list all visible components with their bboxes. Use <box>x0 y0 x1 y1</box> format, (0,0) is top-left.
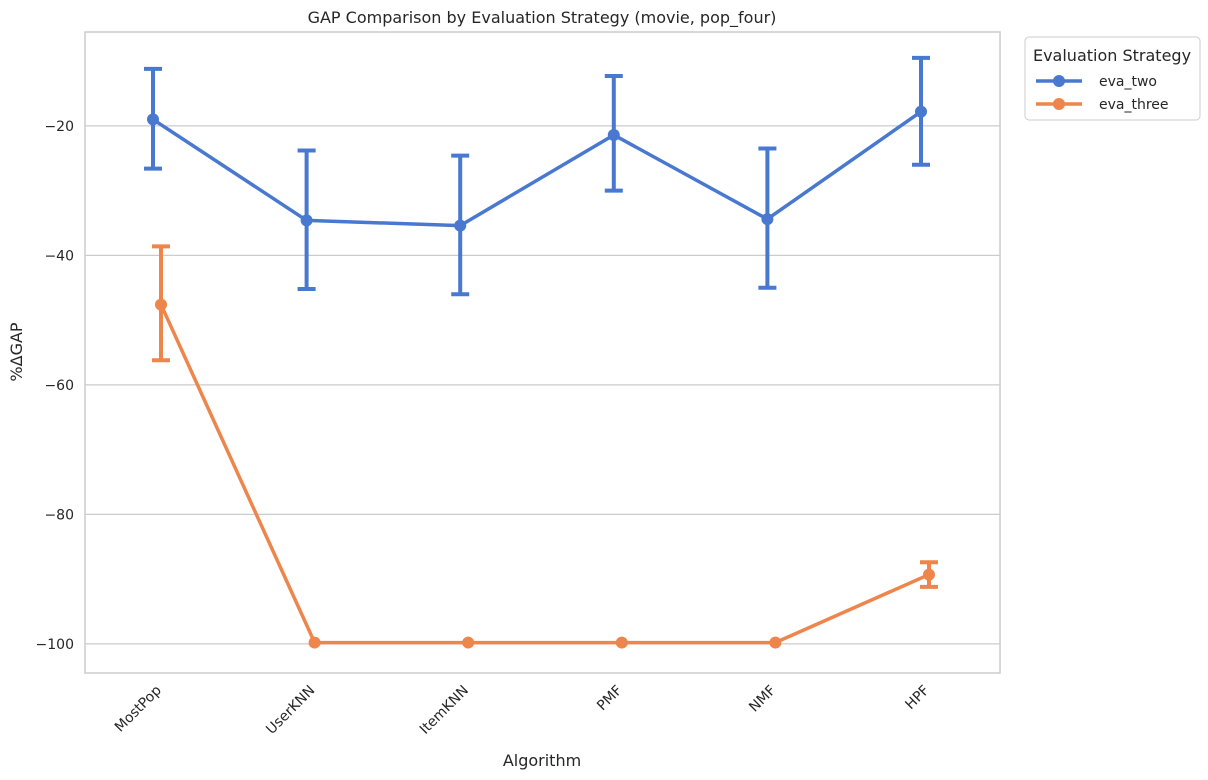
legend-label-eva_three: eva_three <box>1099 97 1169 113</box>
series-line <box>159 303 930 645</box>
y-tick-label: −20 <box>44 119 74 135</box>
y-axis-ticks: −20 −40 −60 −80 −100 <box>36 119 74 653</box>
x-tick-label: HPF <box>902 683 932 713</box>
y-tick-label: −100 <box>36 637 74 653</box>
legend-marker-eva_three <box>1053 98 1065 110</box>
legend-label-eva_two: eva_two <box>1099 74 1157 90</box>
data-point <box>915 105 927 118</box>
legend-items: eva_two eva_three <box>1036 74 1169 113</box>
series-layer <box>144 55 938 649</box>
data-point <box>615 636 628 649</box>
x-axis-label: Algorithm <box>503 751 581 770</box>
series-line <box>152 110 923 228</box>
x-tick-label: NMF <box>746 683 779 716</box>
data-point <box>147 113 159 126</box>
data-point <box>454 219 467 232</box>
data-point <box>769 636 782 649</box>
y-tick-label: −60 <box>44 378 74 394</box>
series-eva_three <box>152 244 938 649</box>
series-eva_two <box>144 55 930 297</box>
x-axis-ticks: MostPop UserKNN ItemKNN PMF NMF HPF <box>112 682 933 737</box>
y-tick-label: −80 <box>44 507 74 523</box>
gridlines <box>85 125 1000 645</box>
legend: Evaluation Strategy eva_two eva_three <box>1024 36 1201 121</box>
data-point <box>300 214 313 227</box>
data-point <box>923 568 935 581</box>
data-point <box>308 636 321 649</box>
x-tick-label: PMF <box>594 683 626 715</box>
data-point <box>462 636 475 649</box>
y-axis-label: %ΔGAP <box>7 322 26 381</box>
legend-marker-eva_two <box>1053 75 1065 87</box>
data-point <box>761 213 774 226</box>
data-point <box>155 298 167 311</box>
legend-title: Evaluation Strategy <box>1033 46 1191 65</box>
x-tick-label: UserKNN <box>263 683 318 738</box>
legend-box <box>1024 36 1201 121</box>
plot-frame <box>84 31 1001 674</box>
x-tick-label: ItemKNN <box>417 683 472 738</box>
y-tick-label: −40 <box>44 248 74 264</box>
chart-title: GAP Comparison by Evaluation Strategy (m… <box>308 8 777 28</box>
data-point <box>607 128 620 141</box>
x-tick-label: MostPop <box>112 682 165 735</box>
